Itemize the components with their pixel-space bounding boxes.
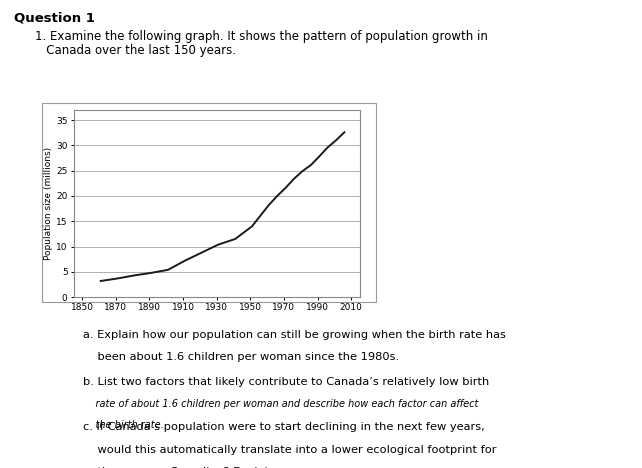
Text: a. Explain how our population can still be growing when the birth rate has: a. Explain how our population can still … bbox=[83, 330, 507, 340]
Text: c. If Canada’s population were to start declining in the next few years,: c. If Canada’s population were to start … bbox=[83, 422, 485, 432]
Text: rate of about 1.6 children per woman and describe how each factor can affect: rate of about 1.6 children per woman and… bbox=[83, 399, 479, 409]
Text: Canada over the last 150 years.: Canada over the last 150 years. bbox=[35, 44, 236, 58]
Y-axis label: Population size (millions): Population size (millions) bbox=[44, 147, 53, 260]
Text: 1. Examine the following graph. It shows the pattern of population growth in: 1. Examine the following graph. It shows… bbox=[35, 30, 488, 44]
Text: been about 1.6 children per woman since the 1980s.: been about 1.6 children per woman since … bbox=[83, 352, 399, 362]
Text: would this automatically translate into a lower ecological footprint for: would this automatically translate into … bbox=[83, 445, 497, 454]
Text: Question 1: Question 1 bbox=[14, 12, 95, 25]
Text: the average Canadian? Explain your answer.: the average Canadian? Explain your answe… bbox=[83, 467, 352, 468]
Text: b. List two factors that likely contribute to Canada’s relatively low birth: b. List two factors that likely contribu… bbox=[83, 377, 490, 387]
Text: the birth rate.: the birth rate. bbox=[83, 420, 164, 430]
